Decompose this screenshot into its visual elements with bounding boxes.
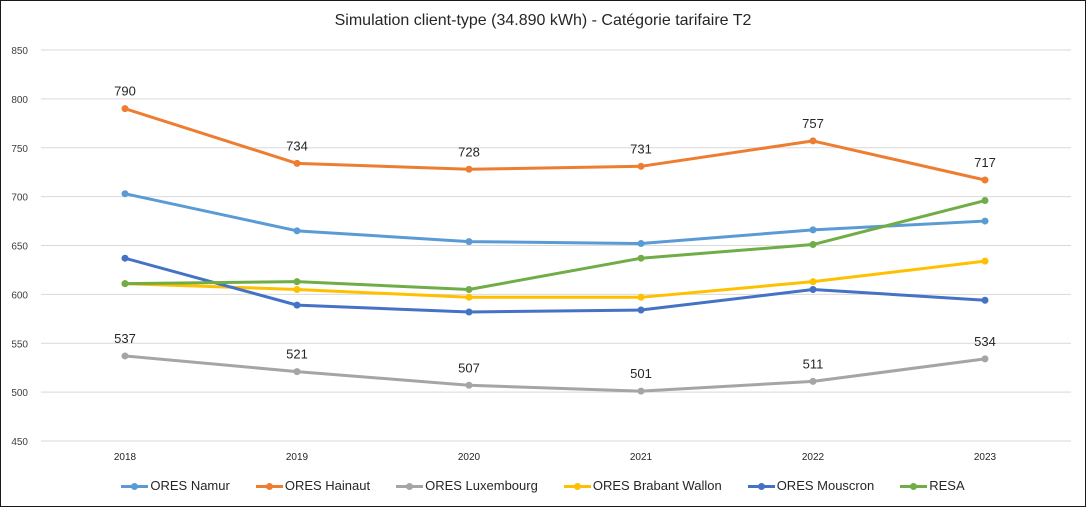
data-point	[809, 226, 817, 234]
legend-marker-icon	[396, 481, 424, 491]
data-label: 521	[286, 347, 308, 362]
data-point	[293, 159, 301, 167]
legend-label: ORES Hainaut	[284, 478, 371, 493]
data-point	[293, 227, 301, 235]
data-point	[121, 280, 129, 288]
data-point	[465, 293, 473, 301]
y-tick-label: 850	[11, 46, 28, 57]
legend-item[interactable]: ORES Mouscron	[747, 478, 875, 493]
data-point	[981, 217, 989, 225]
data-point	[637, 162, 645, 170]
data-point	[121, 190, 129, 198]
x-tick-label: 2018	[114, 452, 137, 463]
series-line-ores-mouscron	[123, 256, 987, 314]
legend-label: ORES Luxembourg	[425, 478, 538, 493]
chart-legend: ORES Namur ORES Hainaut ORES Luxembourg ORE…	[1, 478, 1085, 493]
x-tick-label: 2022	[802, 452, 825, 463]
data-point	[981, 176, 989, 184]
legend-marker-icon	[563, 481, 591, 491]
data-label: 731	[630, 141, 652, 156]
data-point	[637, 254, 645, 262]
data-point	[981, 355, 989, 363]
legend-marker-icon	[900, 481, 928, 491]
legend-item[interactable]: ORES Namur	[121, 478, 230, 493]
data-point	[637, 306, 645, 314]
y-tick-label: 700	[11, 193, 28, 204]
data-point	[293, 301, 301, 309]
data-point	[293, 278, 301, 286]
data-point	[121, 352, 129, 360]
data-label: 507	[458, 360, 480, 375]
legend-item[interactable]: ORES Hainaut	[255, 478, 371, 493]
legend-item[interactable]: RESA	[900, 478, 965, 493]
data-point	[465, 165, 473, 173]
data-label: 501	[630, 366, 652, 381]
data-label: 717	[974, 155, 996, 170]
data-point	[809, 278, 817, 286]
y-tick-label: 600	[11, 290, 28, 301]
data-point	[809, 377, 817, 385]
series-line-resa	[123, 199, 987, 291]
data-label: 790	[114, 84, 136, 99]
legend-marker-icon	[121, 481, 149, 491]
data-point	[293, 285, 301, 293]
series-line-ores-namur	[123, 192, 987, 246]
y-tick-label: 650	[11, 242, 28, 253]
data-point	[809, 285, 817, 293]
legend-label: ORES Brabant Wallon	[592, 478, 722, 493]
legend-label: ORES Mouscron	[776, 478, 875, 493]
legend-item[interactable]: ORES Brabant Wallon	[563, 478, 722, 493]
data-label: 757	[802, 116, 824, 131]
series-line-ores-hainaut	[123, 107, 987, 182]
legend-marker-icon	[747, 481, 775, 491]
data-point	[637, 293, 645, 301]
chart-title: Simulation client-type (34.890 kWh) - Ca…	[334, 12, 752, 29]
data-point	[809, 241, 817, 249]
data-point	[121, 254, 129, 262]
legend-marker-icon	[255, 481, 283, 491]
x-tick-label: 2020	[458, 452, 481, 463]
series-line-ores-brabant-wallon	[123, 259, 987, 299]
y-tick-label: 450	[11, 437, 28, 448]
x-tick-label: 2023	[974, 452, 997, 463]
data-point	[465, 381, 473, 389]
data-point	[637, 387, 645, 395]
data-point	[465, 238, 473, 246]
legend-label: ORES Namur	[150, 478, 230, 493]
data-label: 728	[458, 144, 480, 159]
data-point	[809, 137, 817, 145]
data-point	[981, 296, 989, 304]
data-label: 734	[286, 138, 308, 153]
line-chart: 450 500 550 600 650 700 750 800 850 2018 2019 2020 2…	[11, 46, 1071, 463]
y-tick-label: 750	[11, 144, 28, 155]
data-label: 534	[974, 334, 996, 349]
data-point	[121, 105, 129, 113]
data-point	[465, 285, 473, 293]
y-tick-label: 550	[11, 339, 28, 350]
y-tick-label: 800	[11, 95, 28, 106]
data-point	[293, 368, 301, 376]
data-point	[981, 197, 989, 205]
data-point	[637, 240, 645, 248]
data-label: 511	[803, 356, 824, 371]
data-point	[465, 308, 473, 316]
y-tick-label: 500	[11, 388, 28, 399]
data-point	[981, 257, 989, 265]
data-label: 537	[114, 331, 136, 346]
series-line-ores-luxembourg	[123, 354, 987, 393]
legend-item[interactable]: ORES Luxembourg	[396, 478, 538, 493]
legend-label: RESA	[929, 478, 965, 493]
x-tick-label: 2021	[630, 452, 653, 463]
x-tick-label: 2019	[286, 452, 309, 463]
